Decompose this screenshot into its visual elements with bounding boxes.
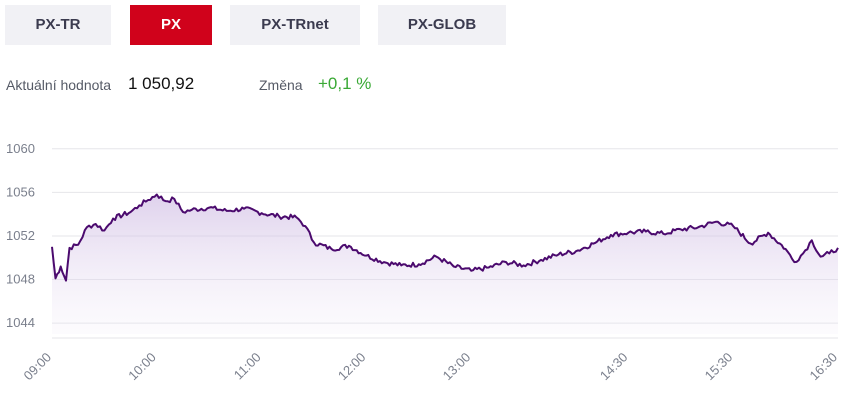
x-tick-label: 09:00: [21, 350, 55, 384]
px-index-chart: 1060 1056 1052 1048 1044 09:00 10:00 11:00 12:0…: [6, 141, 841, 384]
x-tick-label: 13:00: [440, 350, 474, 384]
tab-px-trnet[interactable]: PX-TRnet: [230, 5, 360, 45]
y-tick-label: 1060: [6, 141, 35, 156]
tab-px-glob[interactable]: PX-GLOB: [378, 5, 506, 45]
y-tick-label: 1056: [6, 184, 35, 199]
change-value: +0,1 %: [318, 74, 372, 93]
tab-px-tr[interactable]: PX-TR: [5, 5, 111, 45]
price-line: [51, 193, 839, 282]
x-tick-label: 16:30: [807, 350, 841, 384]
x-tick-label: 10:00: [125, 350, 159, 384]
current-value-label: Aktuální hodnota: [6, 77, 112, 93]
x-tick-label: 15:30: [702, 350, 736, 384]
stats-row: Aktuální hodnota 1 050,92 Změna +0,1 %: [0, 70, 844, 98]
x-tick-label: 11:00: [231, 350, 264, 383]
tab-px[interactable]: PX: [130, 5, 212, 45]
y-tick-label: 1044: [6, 315, 35, 330]
change-label: Změna: [259, 77, 303, 93]
price-area: [52, 194, 838, 334]
y-tick-label: 1048: [6, 272, 35, 287]
x-tick-label: 12:00: [335, 350, 369, 384]
x-tick-label: 14:30: [597, 350, 631, 384]
y-tick-label: 1052: [6, 228, 35, 243]
current-value: 1 050,92: [128, 74, 195, 93]
